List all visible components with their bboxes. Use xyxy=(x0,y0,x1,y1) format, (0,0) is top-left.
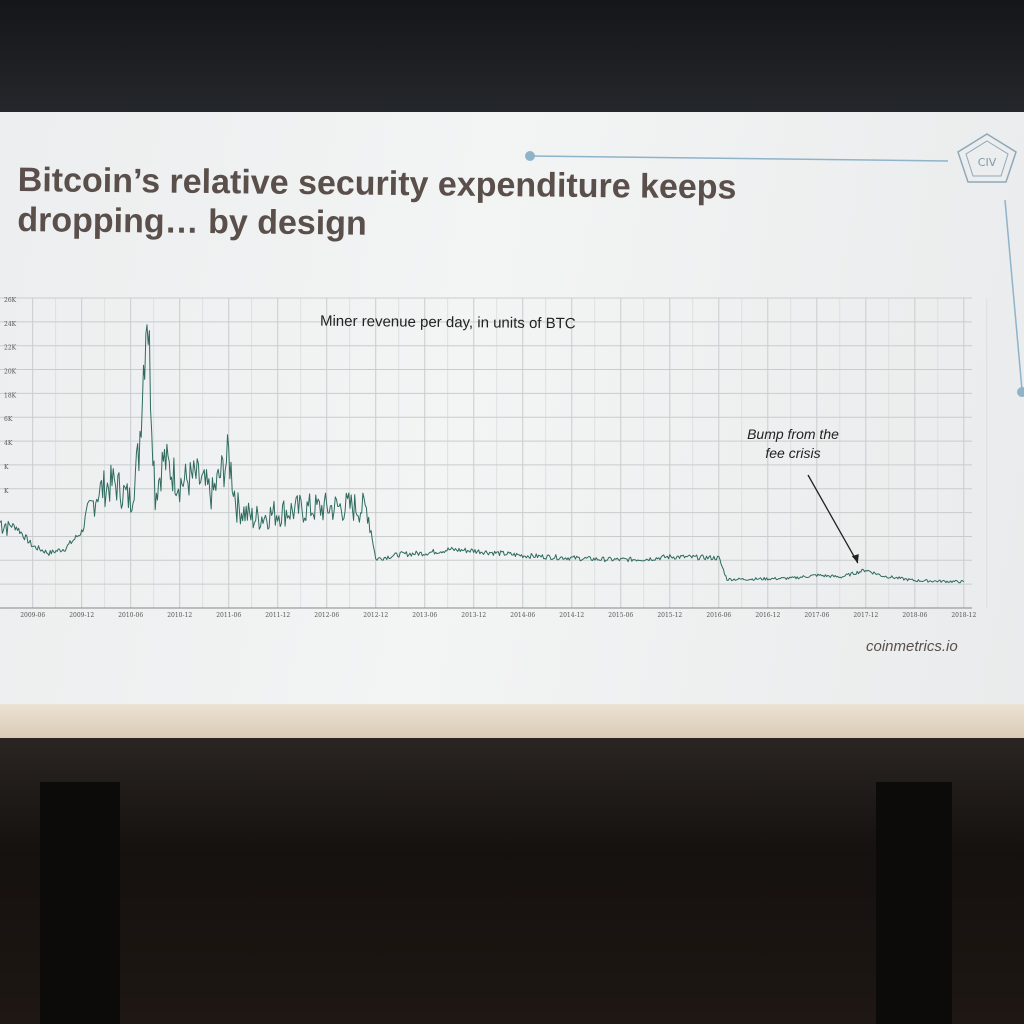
chart-series-layer xyxy=(0,324,965,584)
y-tick-label-8: K xyxy=(4,488,9,495)
chart-grid xyxy=(0,297,988,609)
x-tick-label-2017-06: 2017-06 xyxy=(804,612,829,619)
annotation-line1: Bump from the xyxy=(747,426,839,442)
room-background-bottom xyxy=(0,738,1024,1024)
x-axis-ticks: 2009-06 2009-12 2010-06 2010-12 2011-06 2011-… xyxy=(20,612,976,619)
x-tick-label-2010-06: 2010-06 xyxy=(118,612,143,619)
y-tick-label-3: 20K xyxy=(4,369,17,376)
x-tick-label-2009-12: 2009-12 xyxy=(69,612,94,619)
x-tick-label-2012-06: 2012-06 xyxy=(314,612,339,619)
x-tick-label-2014-12: 2014-12 xyxy=(559,612,584,619)
x-tick-label-2014-06: 2014-06 xyxy=(510,612,535,619)
x-tick-label-2018-06: 2018-06 xyxy=(902,612,927,619)
room-pillar-left xyxy=(40,782,120,1024)
x-tick-label-2017-12: 2017-12 xyxy=(853,612,878,619)
x-tick-label-2015-06: 2015-06 xyxy=(608,612,633,619)
source-credit: coinmetrics.io xyxy=(866,638,958,655)
x-tick-label-2011-06: 2011-06 xyxy=(216,612,241,619)
chart-title: Miner revenue per day, in units of BTC xyxy=(319,312,576,333)
room-pillar-right xyxy=(876,782,952,1024)
room-background-top xyxy=(0,0,1024,112)
y-axis-ticks: 26K 24K 22K 20K 18K 6K 4K K K xyxy=(4,297,17,495)
annotation-arrow-layer xyxy=(807,474,859,564)
civ-logo: CIV xyxy=(957,133,1017,183)
x-tick-label-2009-06: 2009-06 xyxy=(20,612,45,619)
x-tick-label-2015-12: 2015-12 xyxy=(657,612,682,619)
series-line-0 xyxy=(0,324,965,584)
y-tick-label-7: K xyxy=(4,464,9,471)
x-tick-label-2013-12: 2013-12 xyxy=(461,612,486,619)
y-tick-label-2: 22K xyxy=(4,345,17,352)
annotation-arrow-line xyxy=(807,474,859,564)
x-tick-label-2012-12: 2012-12 xyxy=(363,612,388,619)
projection-screen xyxy=(0,112,1024,738)
y-tick-label-5: 6K xyxy=(4,416,13,423)
y-tick-label-1: 24K xyxy=(4,321,17,328)
civ-logo-text: CIV xyxy=(978,156,997,169)
annotation-arrow-head xyxy=(851,554,859,564)
x-tick-label-2018-12: 2018-12 xyxy=(951,612,976,619)
x-tick-label-2010-12: 2010-12 xyxy=(167,612,192,619)
screen-bottom-edge xyxy=(0,704,1024,738)
decor-side-dot xyxy=(1017,387,1024,397)
fee-crisis-annotation: Bump from the fee crisis xyxy=(728,425,858,463)
x-tick-label-2016-06: 2016-06 xyxy=(706,612,731,619)
y-tick-label-4: 18K xyxy=(4,392,17,399)
decor-rule-line xyxy=(529,155,949,162)
annotation-line2: fee crisis xyxy=(765,445,821,461)
x-tick-label-2013-06: 2013-06 xyxy=(412,612,437,619)
y-tick-label-6: 4K xyxy=(4,440,13,447)
y-tick-label-0: 26K xyxy=(4,297,17,304)
x-tick-label-2016-12: 2016-12 xyxy=(755,612,780,619)
decor-side-line xyxy=(1004,199,1023,391)
x-tick-label-2011-12: 2011-12 xyxy=(265,612,290,619)
decor-rule-dot xyxy=(525,151,535,161)
